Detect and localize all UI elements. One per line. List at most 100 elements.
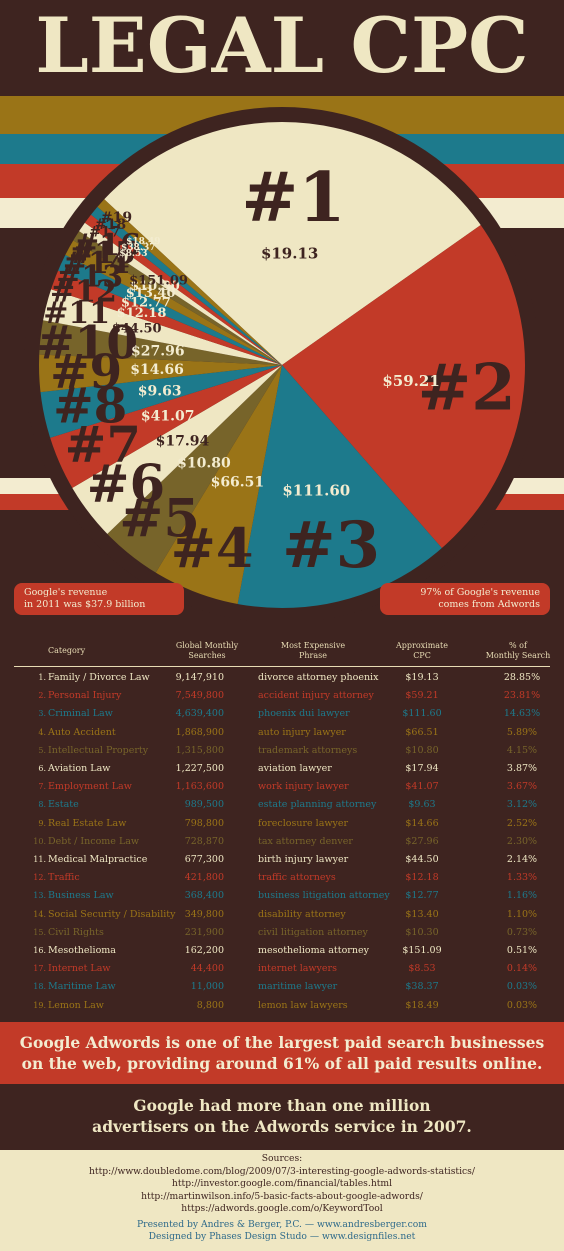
slice-rank-label-1: #1: [241, 158, 345, 238]
row-searches: 231,900: [184, 926, 224, 938]
presented-by-credit[interactable]: Presented by Andres & Berger, P.C. — www…: [137, 1218, 427, 1230]
row-category: Mesothelioma: [48, 945, 116, 956]
row-phrase: aviation lawyer: [258, 763, 332, 774]
adwords-fact-banner: Google Adwords is one of the largest pai…: [0, 1022, 564, 1084]
row-percent: 1.16%: [506, 890, 538, 902]
pie-slice-16: [78, 222, 282, 365]
table-row: 17. Internet Law 44,400 internet lawyers $8.…: [0, 960, 564, 978]
sources-heading: Sources:: [261, 1153, 303, 1164]
table-row: 4. Auto Accident 1,868,900 auto injury lawy…: [0, 724, 564, 742]
row-number: 4.: [38, 727, 46, 737]
table-row: 5. Intellectual Property 1,315,800 trademar…: [0, 742, 564, 760]
callout-right-line-1: 97% of Google's revenue: [420, 587, 540, 598]
row-phrase: internet lawyers: [258, 963, 337, 975]
slice-rank-label-15: #15: [69, 236, 136, 271]
table-row: 14. Social Security / Disability 349,800 di…: [0, 906, 564, 924]
pie-slice-17: [84, 214, 282, 365]
slice-cpc-label-11: $44.50: [112, 321, 162, 336]
row-searches: 1,163,600: [175, 781, 224, 793]
row-cpc: $59.21: [405, 690, 439, 702]
pie-slice-10: [38, 320, 282, 365]
row-percent: 23.81%: [503, 690, 541, 702]
header-searches: Global Monthly Searches: [172, 641, 242, 661]
slice-rank-label-6: #6: [87, 454, 166, 514]
slice-rank-label-18: #18: [95, 217, 126, 233]
row-searches: 44,400: [190, 963, 224, 975]
source-link-1[interactable]: http://www.doubledome.com/blog/2009/07/3…: [88, 1165, 475, 1177]
row-percent: 0.03%: [506, 999, 538, 1011]
pie-slice-6: [71, 365, 282, 535]
pie-slice-13: [57, 254, 282, 365]
row-cpc: $38.37: [405, 981, 439, 993]
header-searches-line-1: Global Monthly: [175, 641, 239, 650]
pie-rim: [37, 120, 527, 610]
slice-cpc-label-5: $10.80: [177, 456, 231, 472]
row-percent: 0.73%: [506, 926, 538, 938]
row-cpc: $27.96: [405, 835, 439, 847]
row-searches: 7,549,800: [175, 690, 224, 702]
pie-slice-3: [237, 365, 443, 609]
header-pct: % of Monthly Search: [478, 641, 558, 661]
slice-cpc-label-18: $38.37: [121, 243, 155, 253]
pie-slice-15: [72, 230, 283, 365]
pie-slice-19: [96, 198, 283, 365]
slice-cpc-label-1: $19.13: [261, 245, 318, 263]
slice-rank-label-13: #13: [56, 259, 123, 294]
source-link-2[interactable]: http://investor.google.com/financial/tab…: [171, 1178, 393, 1189]
row-category: Social Security / Disability: [48, 908, 176, 920]
pie-slice-5: [106, 365, 282, 574]
row-number: 9.: [38, 818, 46, 828]
row-category: Civil Rights: [48, 926, 104, 938]
row-category: Employment Law: [48, 781, 132, 793]
row-cpc: $9.63: [408, 799, 436, 811]
row-searches: 421,800: [184, 872, 224, 884]
slice-rank-label-17: #17: [89, 224, 120, 240]
row-number: 17.: [33, 964, 46, 974]
row-category: Business Law: [48, 890, 114, 902]
row-category: Auto Accident: [48, 726, 116, 738]
row-category: Estate: [48, 799, 79, 811]
row-category: Traffic: [48, 872, 80, 884]
row-cpc: $66.51: [405, 726, 439, 738]
row-searches: 349,800: [184, 908, 224, 920]
row-number: 5.: [38, 745, 46, 755]
slice-rank-label-12: #12: [50, 274, 117, 309]
row-phrase: civil litigation attorney: [258, 926, 368, 938]
source-link-3[interactable]: http://martinwilson.info/5-basic-facts-a…: [141, 1190, 423, 1202]
header-category: Category: [48, 646, 86, 655]
header-cpc: Approximate CPC: [392, 641, 452, 661]
adwords-fact-line-2: on the web, providing around 61% of all …: [21, 1054, 543, 1073]
slice-rank-label-3: #3: [282, 508, 380, 583]
row-searches: 1,868,900: [175, 726, 224, 738]
table-row: 8. Estate 989,500 estate planning attorney $…: [0, 796, 564, 814]
row-number: 12.: [33, 873, 46, 883]
row-number: 3.: [38, 709, 46, 719]
slice-cpc-label-4: $66.51: [211, 475, 265, 491]
slice-cpc-label-6: $17.94: [156, 433, 210, 449]
header-phrase-line-1: Most Expensive: [280, 641, 346, 650]
pie-slice-18: [90, 206, 282, 365]
slice-rank-label-5: #5: [119, 489, 200, 550]
header-phrase: Most Expensive Phrase: [268, 641, 358, 661]
row-percent: 0.14%: [506, 963, 538, 975]
pie-slice-4: [155, 365, 282, 605]
row-searches: 9,147,910: [175, 672, 224, 683]
row-category: Intellectual Property: [48, 744, 149, 756]
slice-cpc-label-10: $27.96: [131, 344, 185, 360]
table-row: 3. Criminal Law 4,639,400 phoenix dui lawye…: [0, 705, 564, 723]
designed-by-credit[interactable]: Designed by Phases Design Studo — www.de…: [148, 1231, 416, 1242]
slice-rank-label-4: #4: [171, 516, 254, 580]
row-searches: 728,870: [184, 835, 224, 847]
row-category: Internet Law: [48, 963, 111, 975]
adwords-fact-line-1: Google Adwords is one of the largest pai…: [19, 1033, 545, 1052]
pie-slice-9: [38, 354, 283, 393]
row-phrase: foreclosure lawyer: [258, 817, 349, 829]
row-percent: 2.52%: [506, 817, 538, 829]
source-link-4[interactable]: https://adwords.google.com/o/KeywordTool: [181, 1203, 383, 1214]
row-phrase: maritime lawyer: [258, 981, 338, 993]
row-cpc: $18.49: [405, 999, 439, 1011]
row-phrase: business litigation attorney: [258, 890, 390, 902]
advertisers-fact-banner: Google had more than one million adverti…: [0, 1084, 564, 1150]
row-cpc: $17.94: [405, 763, 439, 774]
row-number: 15.: [33, 927, 46, 937]
